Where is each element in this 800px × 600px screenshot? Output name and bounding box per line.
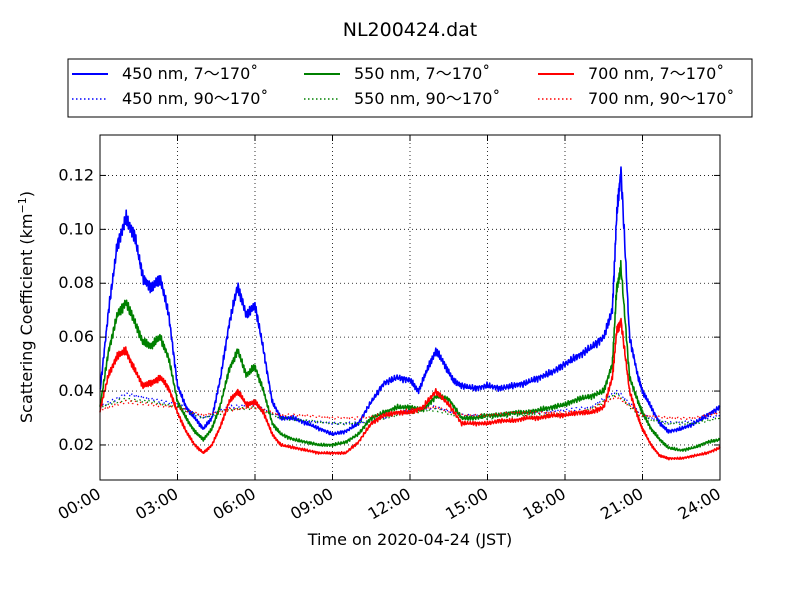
y-tick-label: 0.10 bbox=[58, 219, 94, 238]
legend: 450 nm, 7～170˚ 550 nm, 7～170˚ 700 nm, 7～17… bbox=[67, 58, 753, 118]
y-tick-label: 0.12 bbox=[58, 165, 94, 184]
legend-frame bbox=[67, 58, 753, 118]
y-tick-label: 0.06 bbox=[58, 327, 94, 346]
chart-title: NL200424.dat bbox=[343, 19, 478, 41]
series-line bbox=[99, 392, 721, 426]
series-line bbox=[99, 395, 721, 421]
y-tick-label: 0.02 bbox=[58, 435, 94, 454]
series-group bbox=[99, 166, 721, 461]
legend-label: 550 nm, 7～170˚ bbox=[354, 64, 490, 83]
x-axis-label: Time on 2020-04-24 (JST) bbox=[307, 530, 512, 549]
y-axis-label-exponent: −1 bbox=[16, 197, 29, 213]
y-axis-label-main: Scattering Coefficient (km bbox=[17, 213, 36, 423]
legend-label: 450 nm, 90～170˚ bbox=[122, 89, 268, 108]
legend-label: 700 nm, 90～170˚ bbox=[588, 89, 734, 108]
y-tick-label: 0.04 bbox=[58, 381, 94, 400]
y-axis-label: Scattering Coefficient (km−1) bbox=[16, 191, 37, 423]
series-line bbox=[99, 259, 721, 452]
y-tick-labels: 0.02 0.04 0.06 0.08 0.10 0.12 bbox=[58, 165, 94, 454]
legend-label: 550 nm, 90～170˚ bbox=[354, 89, 500, 108]
legend-label: 450 nm, 7～170˚ bbox=[122, 64, 258, 83]
legend-label: 700 nm, 7～170˚ bbox=[588, 64, 724, 83]
y-axis-label-close: ) bbox=[17, 191, 36, 197]
y-tick-label: 0.08 bbox=[58, 273, 94, 292]
series-line bbox=[99, 389, 721, 426]
ticks bbox=[99, 135, 721, 480]
